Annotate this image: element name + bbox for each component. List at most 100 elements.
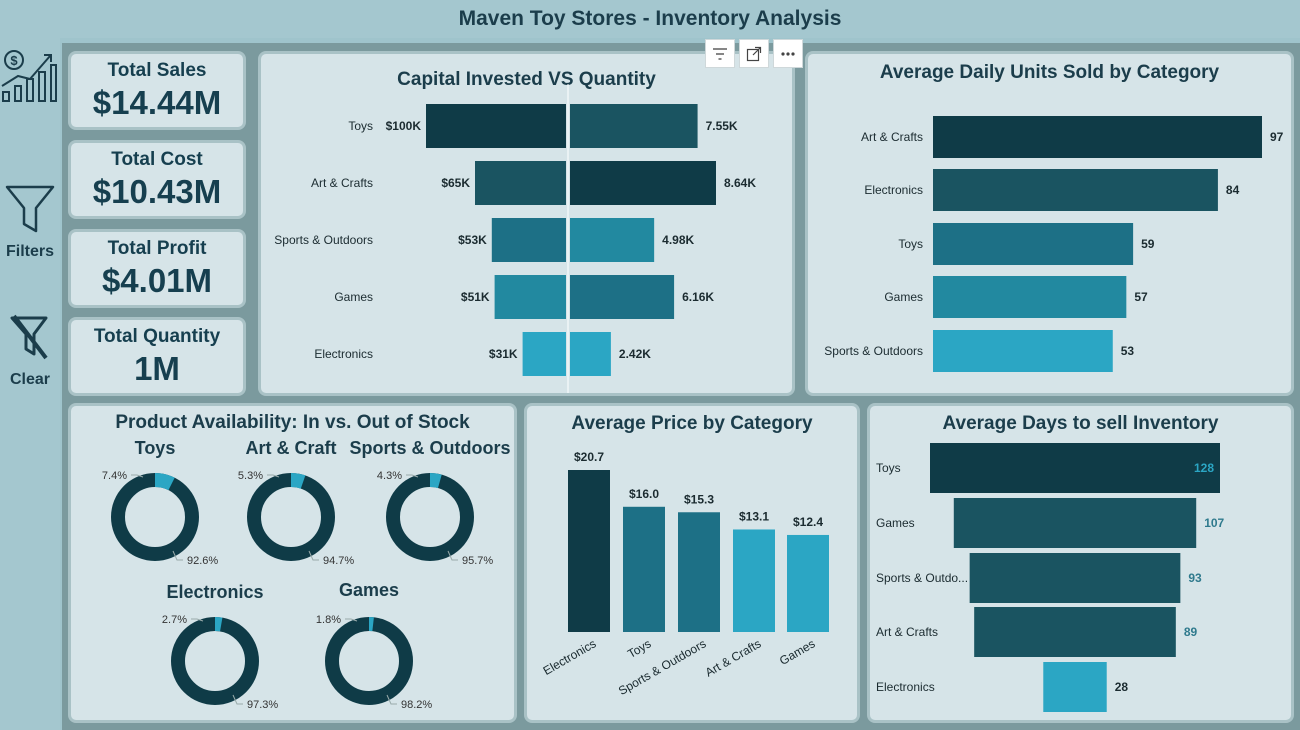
in-stock-arc — [111, 473, 199, 561]
donut-title: Art & Craft — [245, 438, 336, 458]
kpi-card-total-cost[interactable]: Total Cost $10.43M — [68, 140, 246, 219]
donut-title: Electronics — [166, 582, 263, 602]
filters-button[interactable]: Filters — [0, 184, 60, 261]
days-to-sell-card[interactable]: Average Days to sell Inventory Toys 128 Ga… — [867, 403, 1294, 723]
quantity-bar — [570, 332, 611, 376]
bar — [623, 506, 665, 632]
bar — [933, 330, 1113, 372]
sales-growth-button: $ — [0, 46, 60, 107]
in-stock-arc — [171, 617, 259, 705]
daily-units-card[interactable]: Average Daily Units Sold by Category Art… — [805, 51, 1294, 396]
chart-title: Average Days to sell Inventory — [942, 413, 1219, 434]
funnel-bar — [930, 443, 1220, 493]
kpi-value: $10.43M — [92, 173, 222, 210]
leader-line — [406, 474, 419, 478]
in-stock-label: 98.2% — [401, 699, 432, 711]
funnel-bar — [974, 607, 1176, 657]
filter-icon — [713, 47, 727, 60]
sales-growth-icon: $ — [1, 50, 57, 102]
data-label: $13.1 — [739, 509, 769, 523]
out-of-stock-arc — [111, 473, 199, 561]
focus-mode-button[interactable] — [739, 39, 769, 68]
in-stock-label: 92.6% — [187, 555, 218, 567]
capital-data-label: $100K — [386, 119, 422, 133]
funnel-bar — [969, 553, 1181, 603]
category-tick-label: Electronics — [876, 680, 935, 694]
capital-bar — [426, 104, 566, 148]
category-tick-label: Toys — [876, 461, 901, 475]
data-label: 59 — [1141, 237, 1155, 251]
leader-line — [447, 550, 458, 561]
availability-card[interactable]: Product Availability: In vs. Out of Stoc… — [68, 403, 517, 723]
capital-vs-quantity-chart: $100K Toys 7.55K $65K Art & Crafts 8.64K $53K S… — [274, 84, 756, 393]
out-of-stock-arc — [386, 473, 474, 561]
in-stock-label: 95.7% — [462, 555, 493, 567]
leader-line — [191, 618, 204, 622]
kpi-label: Total Cost — [111, 149, 203, 170]
quantity-bar — [570, 104, 698, 148]
chart-title: Capital Invested VS Quantity — [397, 69, 656, 90]
capital-data-label: $31K — [489, 347, 518, 361]
clear-label: Clear — [9, 371, 51, 388]
funnel-bar — [953, 498, 1197, 548]
more-options-button[interactable] — [773, 39, 803, 68]
data-label: $16.0 — [629, 487, 659, 501]
leader-line — [267, 474, 280, 478]
availability-donuts: Toys 7.4% 92.6% Art & Craft 5.3% 94.7% Sports … — [102, 438, 511, 711]
in-stock-label: 97.3% — [247, 699, 278, 711]
in-stock-arc — [325, 617, 413, 705]
sidebar: $ Filters Clear — [0, 38, 60, 730]
kpi-card-total-sales[interactable]: Total Sales $14.44M — [68, 51, 246, 130]
filters-label: Filters — [5, 243, 54, 260]
quantity-data-label: 4.98K — [662, 233, 694, 247]
svg-text:$: $ — [10, 53, 18, 68]
category-tick-label: Sports & Outdo... — [876, 571, 968, 585]
more-options-icon — [781, 51, 795, 56]
days-to-sell-chart: Toys 128 Games 107 Sports & Outdo... 93 Art & … — [876, 443, 1225, 712]
capital-vs-quantity-card[interactable]: Capital Invested VS Quantity $100K Toys 7.… — [258, 51, 795, 396]
clear-filters-button[interactable]: Clear — [0, 314, 60, 389]
kpi-card-total-profit[interactable]: Total Profit $4.01M — [68, 229, 246, 308]
kpi-label: Total Profit — [107, 238, 207, 259]
bar — [933, 116, 1262, 158]
data-label: 93 — [1188, 571, 1202, 585]
filter-button[interactable] — [705, 39, 735, 68]
in-stock-arc — [386, 473, 474, 561]
funnel-bar — [1043, 662, 1107, 712]
category-tick-label: Toys — [898, 237, 923, 251]
out-of-stock-label: 2.7% — [162, 614, 187, 626]
quantity-data-label: 2.42K — [619, 347, 651, 361]
donut-title: Toys — [135, 438, 176, 458]
clear-filter-icon — [10, 314, 48, 360]
bar — [678, 512, 720, 632]
capital-data-label: $51K — [461, 290, 490, 304]
category-tick-label: Electronics — [864, 183, 923, 197]
bar — [568, 470, 610, 632]
category-tick-label: Games — [876, 516, 915, 530]
capital-bar — [491, 218, 566, 262]
category-tick-label: Toys — [625, 636, 653, 660]
kpi-label: Total Quantity — [93, 326, 221, 347]
visual-header-toolbar — [705, 39, 803, 68]
category-tick-label: Electronics — [541, 636, 599, 677]
funnel-icon — [5, 185, 55, 233]
out-of-stock-arc — [247, 473, 335, 561]
chart-title: Product Availability: In vs. Out of Stoc… — [115, 412, 470, 433]
capital-data-label: $65K — [441, 176, 470, 190]
focus-mode-icon — [746, 46, 762, 61]
kpi-card-total-quantity[interactable]: Total Quantity 1M — [68, 317, 246, 396]
category-tick-label: Sports & Outdoors — [824, 344, 923, 358]
in-stock-arc — [247, 473, 335, 561]
category-tick-label: Games — [884, 290, 923, 304]
category-tick-label: Art & Crafts — [861, 130, 923, 144]
category-tick-label: Games — [334, 290, 373, 304]
data-label: 128 — [1194, 461, 1214, 475]
bar — [933, 276, 1127, 318]
out-of-stock-label: 5.3% — [238, 470, 263, 482]
out-of-stock-label: 4.3% — [377, 470, 402, 482]
quantity-bar — [570, 161, 716, 205]
in-stock-label: 94.7% — [323, 555, 354, 567]
daily-units-chart: Art & Crafts 97 Electronics 84 Toys 59 Games 57… — [824, 116, 1284, 372]
category-tick-label: Toys — [348, 119, 373, 133]
avg-price-card[interactable]: Average Price by Category $20.7 Electroni… — [524, 403, 860, 723]
